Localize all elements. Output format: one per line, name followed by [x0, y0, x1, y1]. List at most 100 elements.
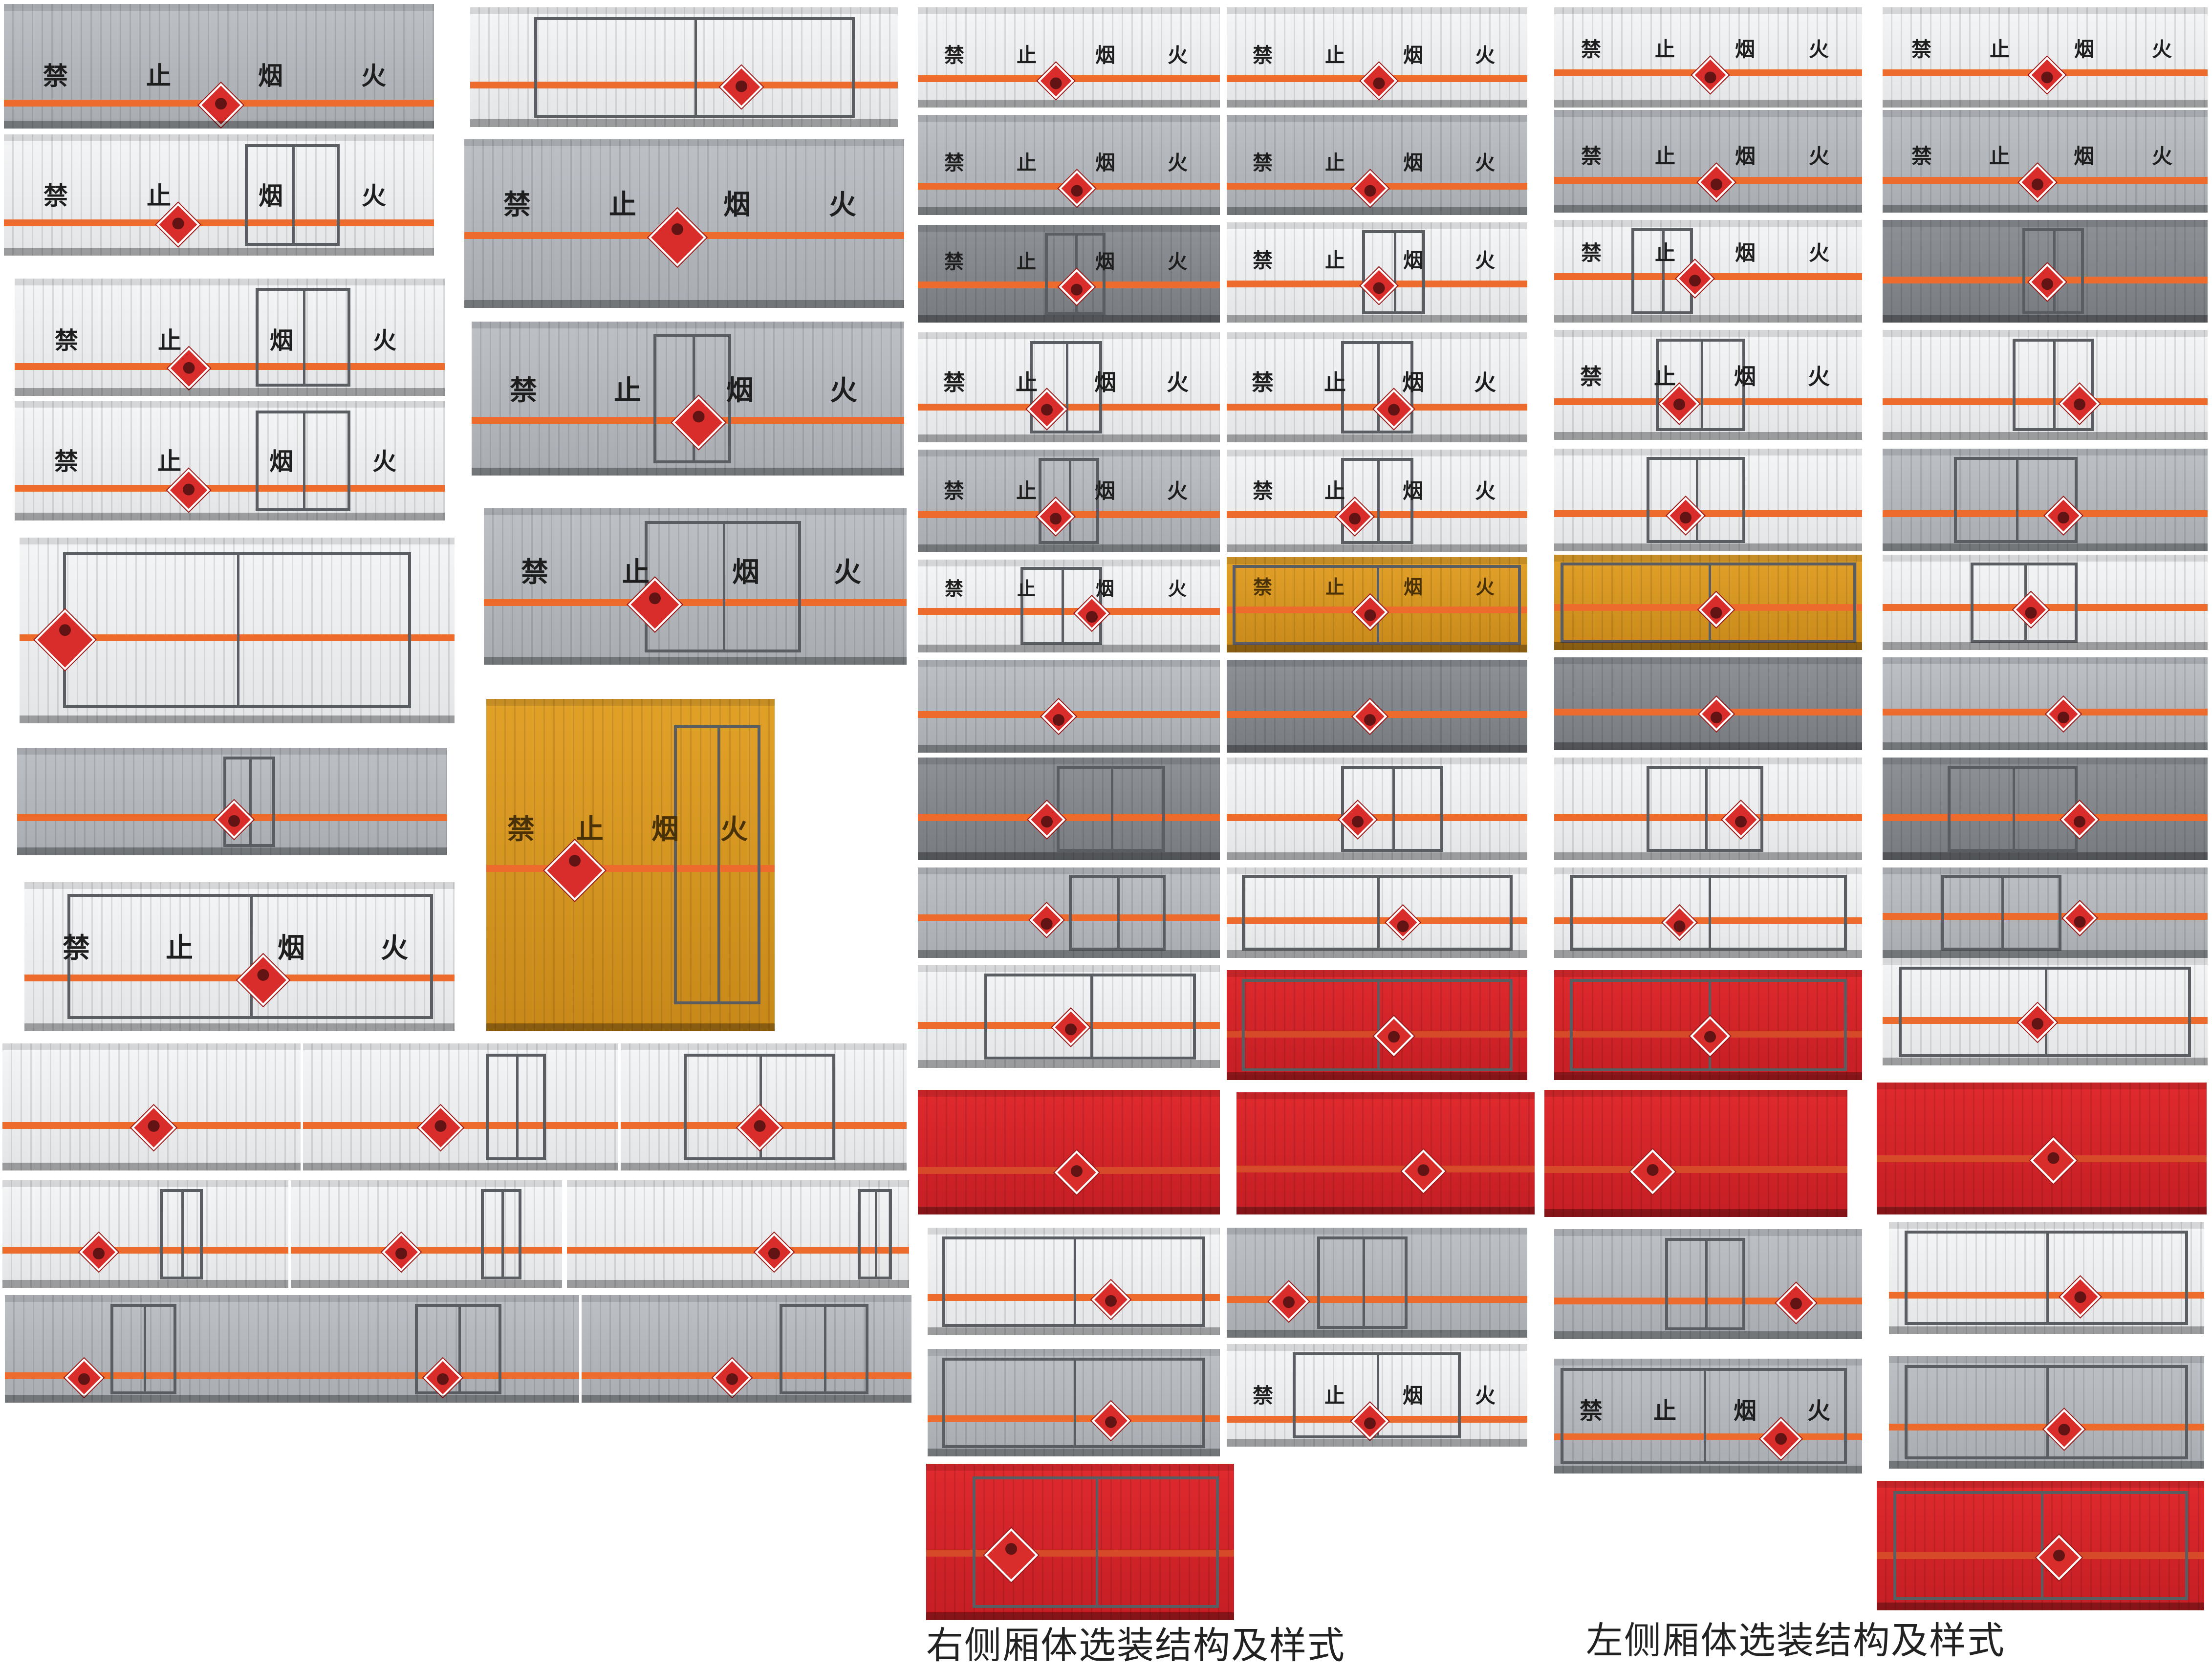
box-side-photo: [1544, 1090, 1847, 1217]
box-bottom-rail: [15, 513, 445, 520]
box-side-photo: [5, 1295, 291, 1403]
cargo-door: [1293, 1352, 1461, 1438]
warning-character: 禁: [1911, 144, 1932, 168]
box-bottom-rail: [621, 1163, 907, 1170]
box-top-rail: [918, 332, 1220, 339]
box-side-photo: 禁止烟火: [918, 115, 1220, 215]
box-bottom-rail: [17, 847, 447, 855]
box-side-photo: [918, 758, 1220, 860]
box-top-rail: [1883, 110, 2208, 117]
box-bottom-rail: [1883, 205, 2208, 213]
reflective-stripe: [1883, 510, 2208, 517]
warning-character: 禁: [55, 327, 79, 354]
box-top-rail: [291, 1180, 562, 1187]
warning-character: 止: [147, 182, 171, 210]
box-side-photo: 禁止烟火: [918, 450, 1220, 552]
box-side-photo: [1883, 657, 2208, 750]
warning-character: 禁: [1252, 369, 1274, 395]
warning-character: 烟: [1095, 479, 1116, 503]
box-top-rail: [1554, 867, 1862, 874]
warning-character: 止: [1324, 1384, 1345, 1408]
hazard-placard-icon: [2030, 1137, 2077, 1184]
warning-character: 止: [1016, 369, 1038, 395]
box-top-rail: [918, 115, 1220, 122]
box-bottom-rail: [1227, 645, 1527, 652]
box-side-photo: [1889, 1222, 2204, 1334]
warning-character: 烟: [1096, 578, 1115, 600]
warning-character: 烟: [1735, 241, 1756, 265]
warning-character: 止: [157, 448, 182, 476]
warning-character: 烟: [726, 375, 754, 407]
reflective-stripe: [567, 1247, 909, 1254]
box-bottom-rail: [918, 1207, 1220, 1214]
box-side-photo: [1883, 958, 2208, 1065]
box-side-photo: 禁止烟火: [1227, 1344, 1527, 1447]
cargo-door: [1069, 875, 1166, 951]
box-top-rail: [1883, 7, 2208, 14]
warning-character: 止: [1325, 151, 1345, 174]
box-top-rail: [2, 1043, 301, 1050]
box-side-photo: 禁止烟火: [1883, 7, 2208, 108]
cargo-door: [2013, 339, 2094, 431]
hazard-placard-icon: [1352, 170, 1388, 207]
box-side-photo: 禁止烟火: [918, 560, 1220, 652]
warning-character: 止: [1017, 578, 1036, 600]
reflective-stripe: [1554, 814, 1862, 821]
box-side-photo: 禁止烟火: [464, 139, 904, 308]
box-top-rail: [918, 450, 1220, 456]
box-side-photo: 禁止烟火: [1554, 330, 1862, 440]
box-bottom-rail: [2, 1163, 301, 1170]
box-bottom-rail: [1554, 1072, 1862, 1080]
warning-character: 止: [1324, 479, 1345, 503]
hazard-placard-icon: [1352, 699, 1388, 734]
box-bottom-rail: [1883, 543, 2208, 551]
box-bottom-rail: [918, 100, 1220, 108]
box-top-rail: [1889, 1222, 2204, 1229]
reflective-stripe: [1883, 814, 2208, 821]
warning-character: 止: [1016, 479, 1037, 503]
hazard-placard-icon: [2018, 163, 2057, 201]
box-bottom-rail: [918, 950, 1220, 958]
cargo-door: [223, 757, 275, 847]
box-top-rail: [928, 1349, 1220, 1356]
warning-character: 禁: [945, 578, 964, 600]
warning-character: 禁: [1253, 1384, 1274, 1408]
warning-character: 火: [2152, 38, 2172, 61]
box-side-photo: 禁止烟火: [484, 508, 907, 665]
box-side-photo: [1883, 758, 2208, 860]
box-top-rail: [1227, 1344, 1527, 1351]
box-bottom-rail: [472, 468, 904, 476]
warning-character: 止: [1325, 577, 1345, 599]
reflective-stripe: [1227, 917, 1527, 924]
warning-character: 火: [1809, 144, 1830, 168]
warning-character: 禁: [944, 251, 964, 273]
box-side-photo: 禁止烟火: [1554, 1359, 1862, 1474]
box-top-rail: [24, 882, 455, 889]
warning-character: 烟: [651, 814, 679, 845]
box-top-rail: [582, 1295, 911, 1302]
box-side-photo: [1554, 970, 1862, 1080]
warning-character: 止: [1655, 144, 1676, 168]
cargo-door: [245, 144, 340, 246]
warning-character: 火: [1168, 251, 1187, 273]
warning-character: 火: [1475, 43, 1495, 67]
box-bottom-rail: [1554, 852, 1862, 860]
box-side-photo: [470, 7, 898, 127]
warning-character: 火: [1809, 38, 1829, 61]
warning-character: 烟: [270, 327, 294, 354]
box-bottom-rail: [1883, 432, 2208, 440]
warning-character: 禁: [944, 151, 964, 174]
cargo-door: [1941, 875, 2061, 951]
cargo-door: [486, 1054, 546, 1160]
box-side-photo: [17, 748, 447, 855]
box-side-photo: [291, 1295, 579, 1403]
warning-character: 烟: [2074, 38, 2094, 61]
box-bottom-rail: [1889, 1326, 2204, 1334]
box-top-rail: [926, 1464, 1234, 1471]
cargo-door: [674, 725, 760, 1004]
warning-character: 禁: [1580, 1398, 1603, 1425]
warning-character: 烟: [1402, 369, 1425, 395]
reflective-stripe: [1883, 709, 2208, 715]
cargo-door: [1665, 1238, 1745, 1330]
reflective-stripe: [1227, 511, 1527, 518]
